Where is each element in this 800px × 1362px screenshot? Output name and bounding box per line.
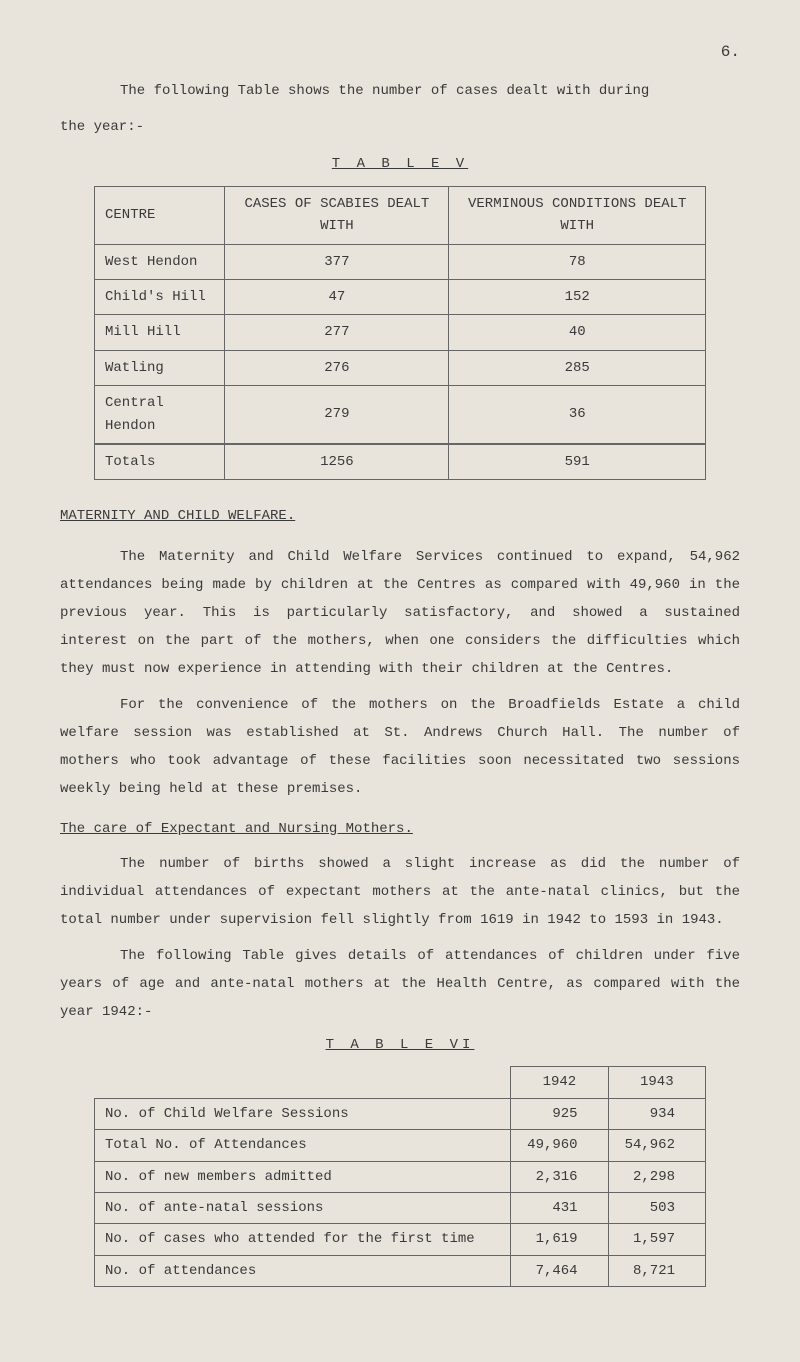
cell: No. of Child Welfare Sessions bbox=[95, 1098, 511, 1129]
table-row: No. of ante-natal sessions 431 503 bbox=[95, 1193, 706, 1224]
cell: 503 bbox=[608, 1193, 705, 1224]
section-heading-maternity: MATERNITY AND CHILD WELFARE. bbox=[60, 505, 740, 527]
cell: 40 bbox=[449, 315, 706, 350]
table-row: Total No. of Attendances 49,960 54,962 bbox=[95, 1130, 706, 1161]
paragraph-4: The following Table gives details of att… bbox=[60, 942, 740, 1026]
table-row: West Hendon 377 78 bbox=[95, 244, 706, 279]
cell: Child's Hill bbox=[95, 279, 225, 314]
cell: 1,619 bbox=[511, 1224, 608, 1255]
table-row: No. of Child Welfare Sessions 925 934 bbox=[95, 1098, 706, 1129]
cell: 7,464 bbox=[511, 1255, 608, 1286]
cell: Central Hendon bbox=[95, 386, 225, 444]
cell: 377 bbox=[225, 244, 449, 279]
cell: 591 bbox=[449, 444, 706, 480]
paragraph-3: The number of births showed a slight inc… bbox=[60, 850, 740, 934]
table-vi-header-row: 1942 1943 bbox=[95, 1067, 706, 1098]
table-vi-header-0 bbox=[95, 1067, 511, 1098]
cell: Totals bbox=[95, 444, 225, 480]
paragraph-1: The Maternity and Child Welfare Services… bbox=[60, 543, 740, 683]
cell: 2,316 bbox=[511, 1161, 608, 1192]
table-vi-header-2: 1943 bbox=[608, 1067, 705, 1098]
cell: 78 bbox=[449, 244, 706, 279]
cell: 36 bbox=[449, 386, 706, 444]
paragraph-2: For the convenience of the mothers on th… bbox=[60, 691, 740, 803]
table-vi: 1942 1943 No. of Child Welfare Sessions … bbox=[94, 1066, 706, 1287]
table-v-label: T A B L E V bbox=[60, 153, 740, 175]
table-row: No. of new members admitted 2,316 2,298 bbox=[95, 1161, 706, 1192]
table-vi-label: T A B L E VI bbox=[60, 1034, 740, 1056]
table-v: CENTRE CASES OF SCABIES DEALT WITH VERMI… bbox=[94, 186, 706, 481]
cell: 925 bbox=[511, 1098, 608, 1129]
cell: Mill Hill bbox=[95, 315, 225, 350]
year-line: the year:- bbox=[60, 116, 740, 138]
cell: 285 bbox=[449, 350, 706, 385]
table-v-header-1: CASES OF SCABIES DEALT WITH bbox=[225, 186, 449, 244]
table-v-header-row: CENTRE CASES OF SCABIES DEALT WITH VERMI… bbox=[95, 186, 706, 244]
table-row: No. of attendances 7,464 8,721 bbox=[95, 1255, 706, 1286]
cell: 2,298 bbox=[608, 1161, 705, 1192]
table-row: Child's Hill 47 152 bbox=[95, 279, 706, 314]
cell: 431 bbox=[511, 1193, 608, 1224]
cell: 279 bbox=[225, 386, 449, 444]
cell: No. of cases who attended for the first … bbox=[95, 1224, 511, 1255]
cell: 8,721 bbox=[608, 1255, 705, 1286]
page-number: 6. bbox=[60, 40, 740, 66]
sub-heading-care: The care of Expectant and Nursing Mother… bbox=[60, 818, 740, 840]
table-row: No. of cases who attended for the first … bbox=[95, 1224, 706, 1255]
table-v-header-0: CENTRE bbox=[95, 186, 225, 244]
intro-text: The following Table shows the number of … bbox=[60, 80, 740, 102]
cell: 934 bbox=[608, 1098, 705, 1129]
cell: No. of attendances bbox=[95, 1255, 511, 1286]
cell: Watling bbox=[95, 350, 225, 385]
cell: 49,960 bbox=[511, 1130, 608, 1161]
table-row: Watling 276 285 bbox=[95, 350, 706, 385]
table-vi-header-1: 1942 bbox=[511, 1067, 608, 1098]
cell: 47 bbox=[225, 279, 449, 314]
cell: West Hendon bbox=[95, 244, 225, 279]
table-row: Central Hendon 279 36 bbox=[95, 386, 706, 444]
cell: 277 bbox=[225, 315, 449, 350]
table-row: Mill Hill 277 40 bbox=[95, 315, 706, 350]
cell: 276 bbox=[225, 350, 449, 385]
table-v-header-2: VERMINOUS CONDITIONS DEALT WITH bbox=[449, 186, 706, 244]
cell: No. of new members admitted bbox=[95, 1161, 511, 1192]
cell: 1,597 bbox=[608, 1224, 705, 1255]
cell: No. of ante-natal sessions bbox=[95, 1193, 511, 1224]
cell: 1256 bbox=[225, 444, 449, 480]
table-v-totals-row: Totals 1256 591 bbox=[95, 444, 706, 480]
cell: 152 bbox=[449, 279, 706, 314]
cell: Total No. of Attendances bbox=[95, 1130, 511, 1161]
cell: 54,962 bbox=[608, 1130, 705, 1161]
